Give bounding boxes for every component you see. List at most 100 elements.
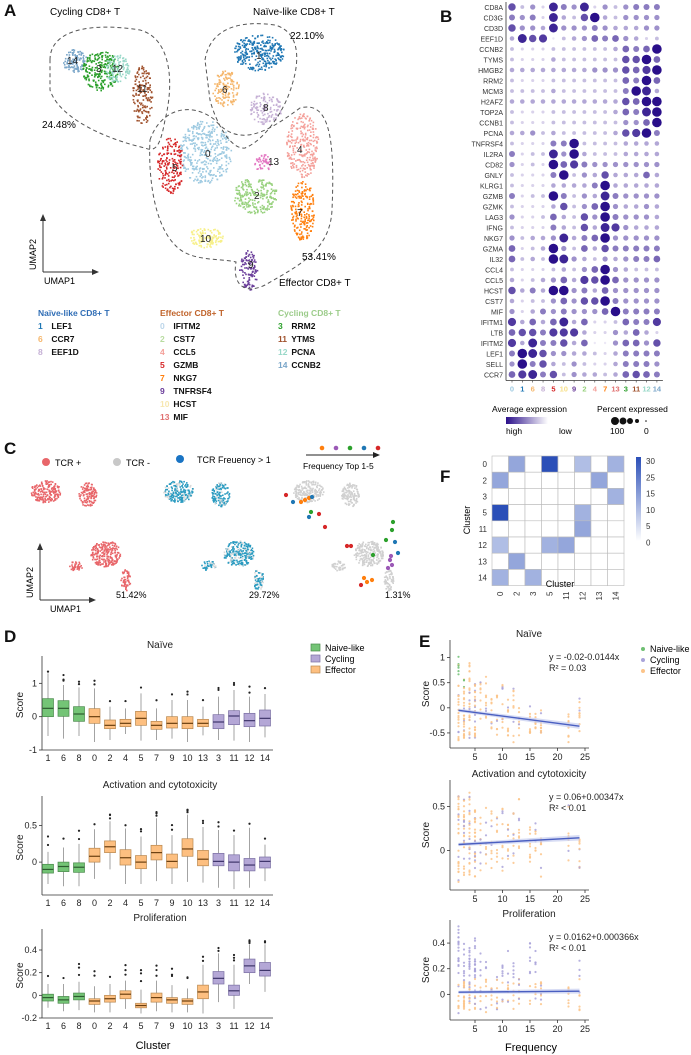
umap-cell-cluster-0 [225, 146, 227, 148]
umap-cell-cluster-3 [94, 55, 96, 57]
dot-lag3-c5 [550, 213, 557, 221]
tcr-cell-map-1 [103, 561, 105, 563]
tcr-cell-map-2 [256, 583, 259, 586]
umap-cell-cluster-14 [75, 68, 78, 70]
umap-cell-cluster-4 [316, 142, 318, 144]
tcr-cell-map-2 [258, 580, 260, 583]
tcr-cell-map-1 [109, 562, 111, 565]
umap-cell-cluster-0 [192, 126, 195, 129]
umap-cell-cluster-2 [249, 212, 252, 214]
umap-cell-cluster-11 [132, 89, 135, 92]
umap-cell-cluster-7 [311, 210, 314, 213]
umap-cell-cluster-0 [194, 178, 196, 181]
umap-cell-cluster-7 [297, 193, 299, 195]
umap-cell-cluster-2 [240, 186, 243, 189]
umap-cell-cluster-11 [143, 119, 145, 121]
umap-cell-cluster-12 [122, 73, 124, 76]
umap-cell-cluster-2 [240, 198, 243, 201]
dot-eef1d-c12 [644, 36, 649, 41]
umap-cell-cluster-3 [101, 79, 103, 82]
legend-cluster-number: 4 [160, 347, 165, 357]
umap-cell-cluster-1 [274, 44, 276, 46]
tcr-cell-map-3 [315, 495, 318, 498]
umap-cell-cluster-7 [294, 205, 297, 208]
umap-cell-cluster-3 [101, 55, 103, 57]
umap-cell-cluster-9 [247, 250, 249, 252]
umap-cell-cluster-4 [304, 164, 307, 167]
tcr-cell-map-3 [309, 487, 311, 490]
umap-cell-cluster-12 [126, 64, 129, 67]
dot-cd3d-c11 [633, 25, 639, 31]
tcr-cell-map-2 [181, 481, 183, 484]
umap-cell-cluster-9 [245, 263, 247, 265]
tcr-cell-map-2 [172, 496, 174, 499]
tcr-cell-map-2 [234, 559, 236, 562]
dot-cd82-c2 [581, 161, 588, 168]
dot-mif-c12 [643, 308, 650, 315]
tcr-cell-map-2 [166, 488, 168, 491]
umap-cell-cluster-11 [133, 110, 136, 112]
arrowhead-right-icon [92, 269, 99, 275]
umap-cell-cluster-9 [245, 273, 247, 276]
umap-cell-cluster-12 [112, 73, 114, 76]
dot-cst7-c13 [612, 298, 619, 304]
tcr-cell-map-1 [123, 585, 125, 588]
tcr-cell-map-3 [319, 495, 321, 497]
dot-gzma-c14 [653, 245, 660, 252]
umap-cell-cluster-11 [145, 83, 147, 85]
dot-nkg7-c13 [612, 235, 619, 241]
tcr-cell-map-3 [296, 497, 299, 500]
tcr-cell-map-3 [305, 480, 308, 482]
umap-cell-cluster-1 [244, 60, 246, 62]
dot-il2ra-c10 [561, 151, 567, 157]
umap-cell-cluster-14 [78, 58, 81, 61]
umap-cell-cluster-7 [300, 200, 303, 203]
tcr-cell-map-1 [111, 549, 114, 551]
tcr-cell-map-2 [188, 495, 191, 497]
umap-cell-cluster-4 [304, 132, 307, 135]
tcr-cell-map-2 [186, 484, 189, 486]
umap-cell-cluster-5 [174, 145, 177, 148]
dot-gzmb-c8 [541, 194, 545, 198]
umap-cell-cluster-7 [305, 217, 308, 219]
umap-cell-cluster-2 [264, 194, 266, 196]
umap-cell-cluster-6 [232, 94, 235, 97]
dot-lef1-c8 [539, 349, 547, 358]
umap-cell-cluster-0 [225, 169, 227, 171]
umap-cell-cluster-7 [295, 197, 298, 199]
umap-cell-cluster-5 [168, 159, 171, 161]
dot-lag3-c8 [541, 215, 545, 219]
tcr-cell-map-2 [244, 556, 247, 558]
tcr-cell-map-3 [300, 491, 302, 494]
umap-cell-cluster-14 [73, 71, 75, 73]
umap-cell-cluster-5 [175, 162, 177, 164]
tcr-cell-map-2 [183, 494, 185, 497]
dot-il2ra-c4 [592, 152, 597, 156]
umap-cell-cluster-1 [273, 48, 276, 51]
umap-cell-cluster-0 [212, 139, 214, 142]
umap-cell-cluster-5 [174, 143, 176, 145]
umap-cell-cluster-14 [77, 51, 80, 53]
dot-mif-c1 [520, 309, 524, 314]
umap-cell-cluster-10 [208, 237, 211, 239]
tcr-cell-map-2 [164, 486, 167, 489]
umap-cell-cluster-5 [167, 137, 169, 140]
umap-cell-cluster-12 [126, 68, 128, 71]
umap-cell-cluster-10 [206, 235, 209, 238]
umap-cell-cluster-5 [158, 178, 161, 180]
umap-cell-cluster-1 [250, 66, 252, 69]
tcr-cell-map-1 [98, 558, 101, 560]
dot-hcst-c2 [581, 287, 588, 294]
umap-cell-cluster-4 [314, 139, 316, 142]
tcr-cell-map-2 [260, 578, 263, 580]
dot-il32-c9 [571, 256, 577, 262]
tcr-cell-map-1 [108, 561, 110, 564]
umap-cell-cluster-7 [306, 235, 308, 237]
umap-cell-cluster-7 [312, 198, 314, 201]
umap-cell-cluster-3 [101, 86, 103, 89]
tcr-cell-map-2 [262, 577, 264, 580]
tcr-cell-map-1 [84, 489, 86, 491]
dot-mif-c8 [540, 308, 546, 315]
dot-ifitm2-c2 [581, 339, 588, 347]
umap-cell-cluster-2 [267, 205, 269, 207]
